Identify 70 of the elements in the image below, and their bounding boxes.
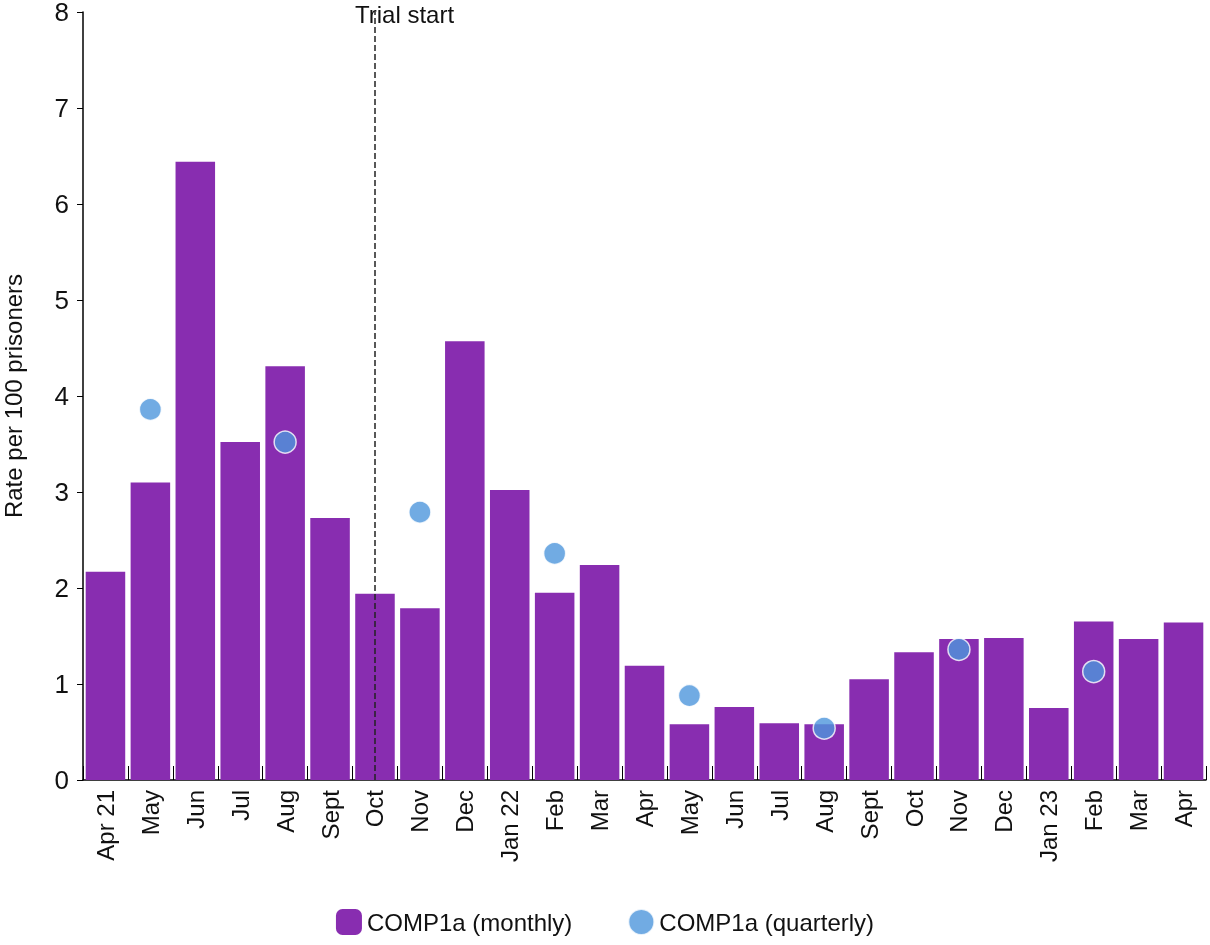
bar (1118, 638, 1159, 780)
x-tick-label: Mar (586, 790, 614, 832)
bar (85, 571, 126, 780)
x-tick-label: Nov (945, 790, 973, 833)
x-tick-label: May (136, 790, 164, 836)
ref-line-label: Trial start (354, 0, 455, 28)
point (408, 500, 432, 524)
y-tick-label: 7 (54, 93, 69, 123)
y-tick-label: 6 (54, 189, 69, 219)
x-tick-label: Oct (361, 789, 389, 828)
x-tick-label: May (675, 790, 703, 836)
bar (984, 637, 1024, 780)
legend-label: COMP1a (quarterly) (659, 908, 875, 936)
x-tick-label: Mar (1125, 790, 1153, 832)
x-tick-label: Feb (541, 790, 569, 832)
y-tick-label: 1 (54, 669, 69, 699)
bar (310, 517, 350, 780)
bar (534, 592, 575, 780)
point (542, 541, 567, 566)
bar (1163, 622, 1204, 780)
bar (624, 665, 665, 780)
bar (1029, 708, 1069, 780)
x-tick-label: Jan 22 (496, 790, 524, 863)
point (273, 430, 297, 454)
point (138, 397, 163, 422)
x-tick-label: Apr (1170, 790, 1198, 828)
bar (400, 608, 440, 780)
bar (714, 707, 755, 780)
x-tick-label: Aug (271, 790, 299, 833)
bar (445, 341, 485, 780)
bar (130, 482, 171, 780)
x-tick-label: Jan 23 (1035, 790, 1063, 863)
y-axis-title: Rate per 100 prisoners (0, 273, 27, 519)
x-tick-label: Apr (631, 790, 658, 828)
bar (220, 442, 260, 780)
bar (265, 366, 305, 780)
y-tick-label: 0 (54, 765, 69, 795)
bar (579, 564, 620, 780)
x-tick-label: Jul (226, 790, 254, 821)
y-tick-label: 5 (54, 285, 69, 315)
x-tick-label: Nov (406, 790, 434, 833)
bar (1073, 621, 1114, 780)
point (947, 637, 971, 662)
legend-label: COMP1a (monthly) (366, 908, 573, 936)
bar (669, 724, 710, 780)
x-tick-label: Aug (810, 790, 838, 833)
point (812, 716, 836, 740)
x-tick-label: Jun (720, 790, 748, 829)
x-tick-label: Sept (316, 789, 344, 840)
y-tick-label: 2 (54, 573, 69, 603)
point (677, 683, 702, 708)
x-tick-label: Feb (1080, 790, 1108, 832)
bar (939, 638, 979, 780)
bar (849, 679, 889, 780)
x-tick-label: Jun (181, 790, 209, 829)
x-tick-label: Apr 21 (91, 790, 119, 861)
x-tick-label: Dec (990, 790, 1018, 833)
bar (175, 161, 216, 780)
x-tick-label: Dec (451, 790, 479, 833)
bar (759, 723, 800, 780)
point (1081, 659, 1106, 684)
y-tick-label: 3 (54, 477, 69, 507)
bar (489, 490, 530, 780)
y-tick-label: 8 (54, 0, 69, 27)
x-tick-label: Oct (900, 789, 928, 828)
bar (894, 652, 934, 780)
x-tick-label: Sept (855, 789, 883, 840)
y-tick-label: 4 (54, 381, 69, 411)
x-tick-label: Jul (765, 790, 793, 821)
bar (355, 593, 395, 780)
